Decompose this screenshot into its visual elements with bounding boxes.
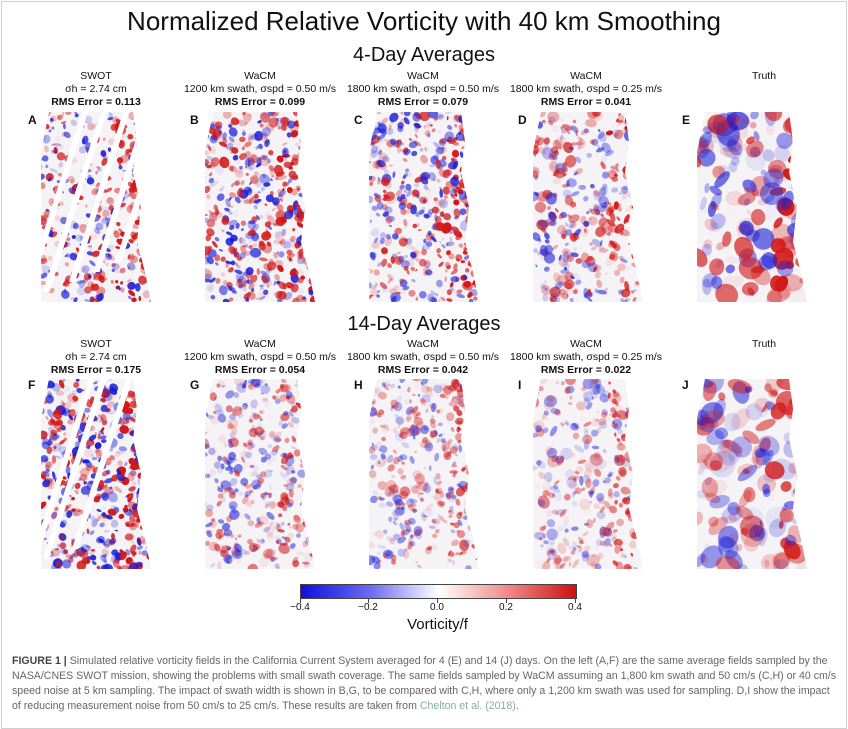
colorbar-tick-label: 0.4 bbox=[568, 602, 582, 613]
panel-param: 1200 km swath, σspd = 0.50 m/s bbox=[183, 351, 337, 363]
rms-error: RMS Error = 0.099 bbox=[214, 96, 306, 108]
panel-label-d: WaCM 1800 km swath, σspd = 0.25 m/s RMS … bbox=[506, 70, 666, 109]
panel-label-e: Truth bbox=[684, 70, 844, 83]
vorticity-map-truth-14day bbox=[697, 379, 807, 569]
vorticity-map-wacm1800-050-14day bbox=[369, 379, 479, 569]
colorbar-tick-label: 0.0 bbox=[430, 602, 444, 613]
panel-letter-f: F bbox=[28, 378, 36, 392]
rms-error: RMS Error = 0.113 bbox=[51, 96, 141, 108]
panel-label-c: WaCM 1800 km swath, σspd = 0.50 m/s RMS … bbox=[343, 70, 503, 109]
vorticity-map-wacm1200-14day bbox=[205, 379, 315, 569]
colorbar-tick-mark bbox=[300, 599, 301, 603]
colorbar-tick-mark bbox=[575, 599, 576, 603]
panel-param: σh = 2.74 cm bbox=[65, 351, 127, 363]
panel-param: 1800 km swath, σspd = 0.50 m/s bbox=[346, 351, 500, 363]
panel-letter-b: B bbox=[190, 113, 199, 127]
rms-error: RMS Error = 0.175 bbox=[50, 364, 142, 376]
panel-name: SWOT bbox=[80, 70, 112, 82]
vorticity-map-wacm1800-025-14day bbox=[533, 379, 643, 569]
colorbar bbox=[300, 584, 577, 599]
panel-name: WaCM bbox=[244, 338, 276, 350]
panel-letter-d: D bbox=[518, 113, 527, 127]
panel-label-b: WaCM 1200 km swath, σspd = 0.50 m/s RMS … bbox=[180, 70, 340, 109]
panel-letter-h: H bbox=[354, 378, 363, 392]
panel-letter-j: J bbox=[682, 378, 689, 392]
panel-label-a: SWOT σh = 2.74 cm RMS Error = 0.113 bbox=[16, 70, 176, 109]
caption-reference-link[interactable]: Chelton et al. (2018) bbox=[419, 700, 516, 712]
vorticity-map-truth-4day bbox=[697, 112, 807, 302]
panel-letter-a: A bbox=[28, 113, 37, 127]
colorbar-tick-label: 0.2 bbox=[499, 602, 513, 613]
panel-letter-e: E bbox=[682, 113, 691, 127]
panel-param: 1200 km swath, σspd = 0.50 m/s bbox=[183, 83, 337, 95]
panel-label-f: SWOT σh = 2.74 cm RMS Error = 0.175 bbox=[16, 338, 176, 377]
panel-letter-c: C bbox=[354, 113, 363, 127]
colorbar-tick-label: −0.4 bbox=[290, 602, 310, 613]
panel-label-g: WaCM 1200 km swath, σspd = 0.50 m/s RMS … bbox=[180, 338, 340, 377]
caption-end: . bbox=[515, 700, 519, 712]
panel-param: 1800 km swath, σspd = 0.50 m/s bbox=[346, 83, 500, 95]
rms-error: RMS Error = 0.042 bbox=[377, 364, 469, 376]
panel-label-i: WaCM 1800 km swath, σspd = 0.25 m/s RMS … bbox=[506, 338, 666, 377]
row-heading-14day: 14-Day Averages bbox=[347, 313, 501, 335]
panel-name: WaCM bbox=[407, 70, 439, 82]
vorticity-map-swot-14day bbox=[41, 379, 151, 569]
caption-text: Simulated relative vorticity fields in t… bbox=[12, 655, 837, 712]
figure-caption: FIGURE 1 | Simulated relative vorticity … bbox=[12, 654, 838, 714]
colorbar-tick-label: −0.2 bbox=[358, 602, 378, 613]
rms-error: RMS Error = 0.079 bbox=[377, 96, 469, 108]
panel-param: 1800 km swath, σspd = 0.25 m/s bbox=[509, 351, 663, 363]
colorbar-tick-mark bbox=[506, 599, 507, 603]
panel-name: Truth bbox=[751, 338, 777, 350]
vorticity-map-wacm1200-4day bbox=[205, 112, 315, 302]
vorticity-map-wacm1800-050-4day bbox=[369, 112, 479, 302]
rms-error: RMS Error = 0.022 bbox=[540, 364, 632, 376]
panel-name: WaCM bbox=[570, 338, 602, 350]
rms-error: RMS Error = 0.054 bbox=[214, 364, 306, 376]
panel-letter-i: I bbox=[518, 378, 522, 392]
vorticity-map-swot-4day bbox=[41, 112, 151, 302]
panel-name: WaCM bbox=[244, 70, 276, 82]
panel-letter-g: G bbox=[190, 378, 200, 392]
panel-param: 1800 km swath, σspd = 0.25 m/s bbox=[509, 83, 663, 95]
vorticity-map-wacm1800-025-4day bbox=[533, 112, 643, 302]
rms-error: RMS Error = 0.041 bbox=[540, 96, 632, 108]
panel-name: WaCM bbox=[407, 338, 439, 350]
panel-param: σh = 2.74 cm bbox=[65, 83, 127, 95]
panel-name: Truth bbox=[751, 70, 777, 82]
caption-lead: FIGURE 1 | bbox=[12, 655, 67, 667]
panel-name: WaCM bbox=[570, 70, 602, 82]
colorbar-label: Vorticity/f bbox=[407, 616, 468, 633]
colorbar-tick-mark bbox=[437, 599, 438, 603]
colorbar-tick-mark bbox=[368, 599, 369, 603]
panel-label-h: WaCM 1800 km swath, σspd = 0.50 m/s RMS … bbox=[343, 338, 503, 377]
row-heading-4day: 4-Day Averages bbox=[353, 44, 495, 66]
panel-label-j: Truth bbox=[684, 338, 844, 351]
panel-name: SWOT bbox=[80, 338, 112, 350]
figure-title: Normalized Relative Vorticity with 40 km… bbox=[127, 6, 721, 36]
